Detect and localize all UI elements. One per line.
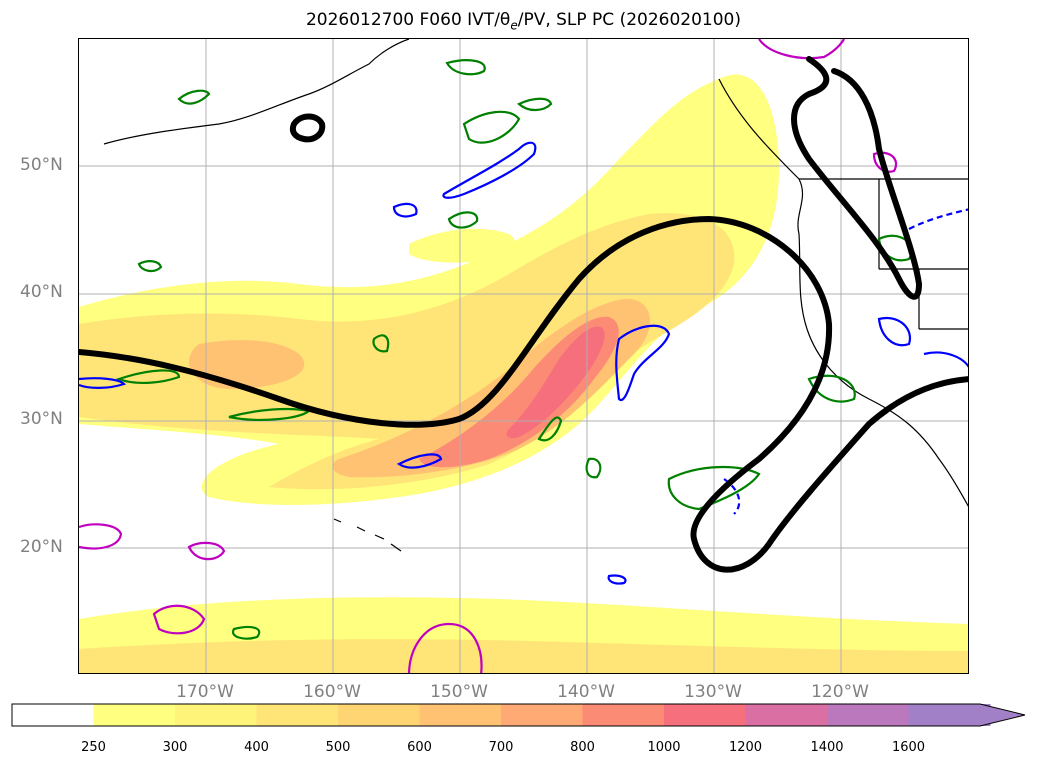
- hawaii-islands: [333, 518, 402, 552]
- map-canvas: [79, 39, 968, 673]
- blue-contour: [615, 324, 671, 402]
- magenta-contour: [152, 604, 206, 635]
- colorbar-tick-label: 1600: [891, 740, 926, 755]
- colorbar-tick-label: 700: [488, 740, 514, 755]
- map-panel: [78, 38, 969, 674]
- colorbar-tick-label: 500: [325, 740, 351, 755]
- green-contour: [445, 59, 486, 76]
- lat-label-30n: 30°N: [20, 409, 63, 429]
- green-contour: [537, 416, 563, 442]
- ivt-shading: [79, 74, 968, 673]
- lat-label-40n: 40°N: [20, 282, 63, 302]
- magenta-contour: [408, 622, 483, 673]
- colorbar-segment: [338, 704, 420, 726]
- colorbar-tick-label: 400: [244, 740, 269, 755]
- ivt-small-patch: [409, 228, 515, 263]
- colorbar-extend-arrow: [980, 704, 1025, 726]
- lat-label-50n: 50°N: [20, 155, 63, 175]
- coastlines: [103, 39, 968, 552]
- bc-coast: [718, 78, 804, 235]
- slp-contour-main: [79, 215, 968, 573]
- blue-contour: [396, 453, 443, 469]
- colorbar-tick-label: 800: [570, 740, 595, 755]
- title-suffix: /PV, SLP PC (2026020100): [517, 10, 742, 30]
- colorbar-outline: [11, 703, 1026, 727]
- colorbar-tick-label: 600: [407, 740, 432, 755]
- alaska-coast: [103, 39, 410, 145]
- colorbar-tick-label: 250: [81, 740, 106, 755]
- green-contour: [667, 466, 761, 511]
- colorbar: [11, 703, 1026, 727]
- colorbar-segment: [419, 704, 502, 726]
- lon-label-130w: 130°W: [684, 682, 742, 702]
- green-contour: [231, 625, 261, 640]
- ivt-south-400: [79, 639, 968, 673]
- ivt-band-1000: [506, 326, 605, 439]
- green-contour: [177, 89, 211, 105]
- colorbar-tick-label: 300: [162, 740, 188, 755]
- green-contour: [447, 211, 479, 229]
- magenta-contour: [187, 541, 226, 561]
- lon-label-170w: 170°W: [176, 682, 234, 702]
- magenta-contour: [758, 39, 845, 60]
- slp-pc-contours: [79, 56, 968, 573]
- lon-label-150w: 150°W: [430, 682, 488, 702]
- green-contour: [807, 374, 856, 403]
- colorbar-segment: [827, 704, 909, 726]
- us-border: [799, 178, 968, 330]
- colorbar-tick-label: 1000: [647, 740, 681, 755]
- colorbar-segment: [664, 704, 746, 726]
- colorbar-segment: [501, 704, 583, 726]
- colorbar-segment-under: [12, 704, 94, 726]
- blue-contour: [442, 141, 537, 199]
- green-contour: [137, 260, 163, 273]
- blue-contour-dashed: [908, 208, 968, 230]
- us-westcoast: [798, 233, 968, 507]
- green-contour: [585, 457, 602, 479]
- colorbar-segments: [11, 703, 1026, 727]
- colorbar-segment: [175, 704, 257, 726]
- lon-label-160w: 160°W: [303, 682, 361, 702]
- ivt-band-300: [79, 213, 735, 490]
- blue-contour: [79, 377, 127, 389]
- blue-contours: [79, 141, 968, 585]
- colorbar-segment: [582, 704, 665, 726]
- title-subscript: e: [510, 18, 518, 33]
- green-contour: [462, 110, 521, 144]
- blue-contour: [607, 574, 627, 585]
- colorbar-segment: [745, 704, 828, 726]
- colorbar-segment: [256, 704, 339, 726]
- green-contour: [517, 97, 553, 112]
- colorbar-tick-label: 1400: [810, 740, 844, 755]
- magenta-contour: [872, 151, 898, 173]
- magenta-contours: [79, 39, 898, 673]
- lon-label-140w: 140°W: [557, 682, 615, 702]
- lon-label-120w: 120°W: [811, 682, 869, 702]
- magenta-contour: [79, 523, 123, 550]
- colorbar-segment: [93, 704, 176, 726]
- green-contour: [372, 334, 390, 353]
- title-prefix: 2026012700 F060 IVT/θ: [305, 10, 511, 30]
- blue-contour: [923, 351, 968, 368]
- blue-contour: [392, 202, 418, 218]
- slp-contour-northeast: [791, 56, 923, 300]
- blue-contour: [877, 316, 912, 347]
- chart-title: 2026012700 F060 IVT/θe/PV, SLP PC (20260…: [0, 10, 1047, 32]
- slp-contour-alaska-low: [289, 113, 326, 143]
- colorbar-tick-label: 1200: [728, 740, 763, 755]
- lat-label-20n: 20°N: [20, 537, 63, 557]
- green-contour: [115, 369, 181, 384]
- colorbar-segment: [908, 704, 991, 726]
